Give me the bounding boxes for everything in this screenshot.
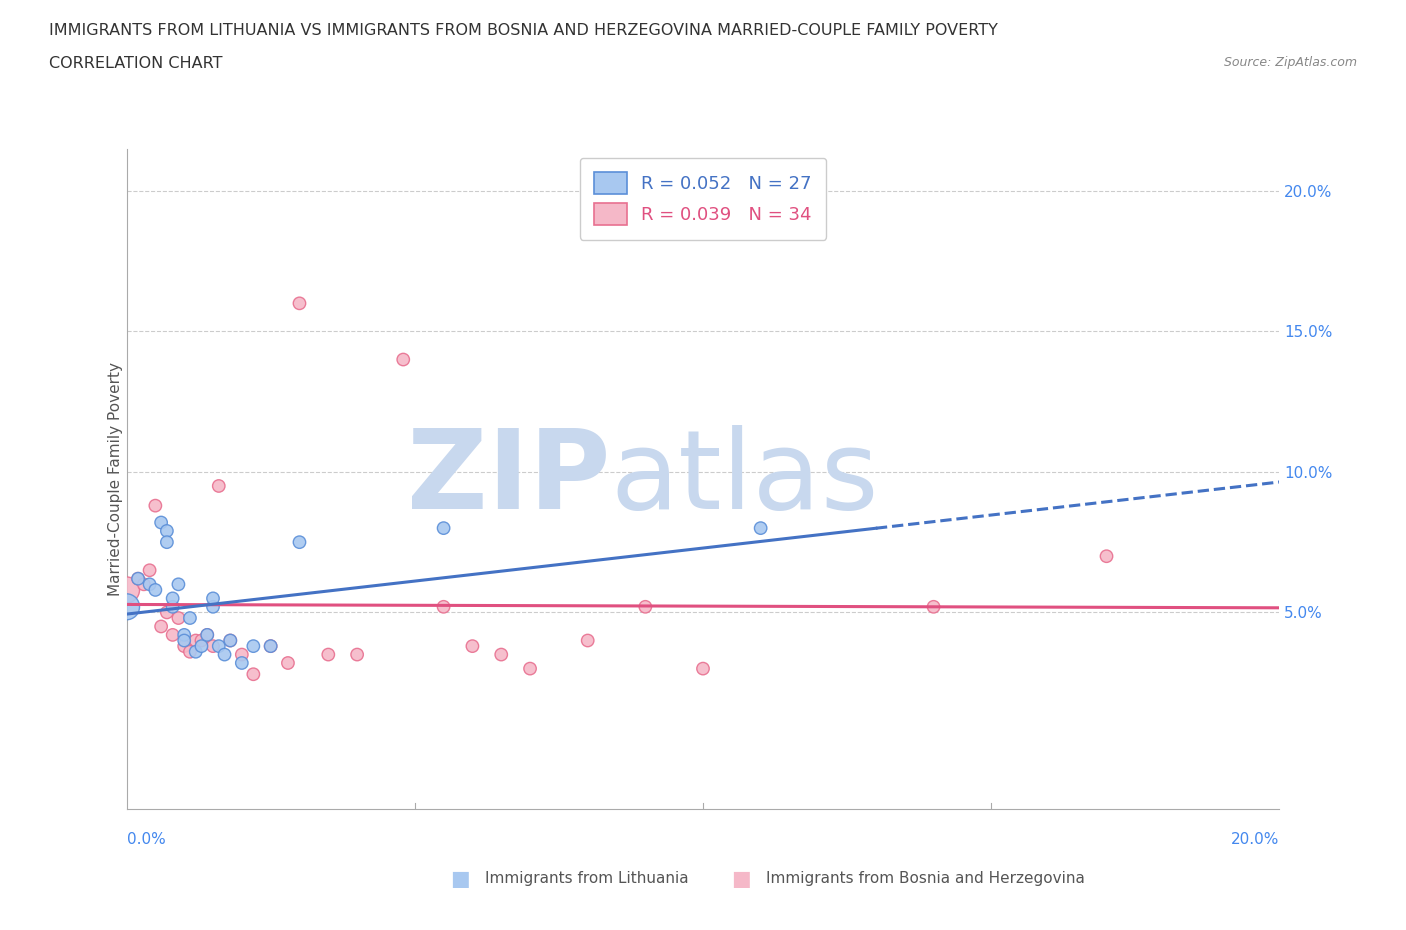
Point	[173, 639, 195, 654]
Point	[202, 639, 225, 654]
Point	[219, 633, 242, 648]
Point	[749, 521, 772, 536]
Text: ■: ■	[731, 869, 751, 889]
Point	[1095, 549, 1118, 564]
Point	[150, 515, 173, 530]
Point	[150, 619, 173, 634]
Point	[576, 633, 599, 648]
Text: 20.0%: 20.0%	[1232, 832, 1279, 847]
Point	[195, 628, 218, 643]
Point	[318, 647, 340, 662]
Point	[202, 599, 225, 614]
Point	[156, 535, 179, 550]
Point	[138, 563, 160, 578]
Point	[259, 639, 281, 654]
Point	[138, 577, 160, 591]
Point	[145, 498, 166, 513]
Point	[277, 656, 299, 671]
Text: Source: ZipAtlas.com: Source: ZipAtlas.com	[1223, 56, 1357, 69]
Text: Immigrants from Bosnia and Herzegovina: Immigrants from Bosnia and Herzegovina	[766, 871, 1085, 886]
Point	[145, 582, 166, 597]
Point	[132, 577, 155, 591]
Point	[214, 647, 236, 662]
Point	[167, 611, 190, 626]
Text: Immigrants from Lithuania: Immigrants from Lithuania	[485, 871, 689, 886]
Point	[190, 639, 212, 654]
Point	[392, 352, 415, 367]
Point	[259, 639, 281, 654]
Point	[519, 661, 541, 676]
Point	[433, 521, 456, 536]
Point	[242, 667, 264, 682]
Point	[208, 639, 231, 654]
Point	[179, 611, 201, 626]
Point	[634, 599, 657, 614]
Point	[692, 661, 714, 676]
Point	[156, 605, 179, 620]
Legend: R = 0.052   N = 27, R = 0.039   N = 34: R = 0.052 N = 27, R = 0.039 N = 34	[579, 158, 827, 240]
Point	[127, 571, 149, 586]
Point	[433, 599, 456, 614]
Point	[184, 644, 207, 659]
Y-axis label: Married-Couple Family Poverty: Married-Couple Family Poverty	[108, 362, 122, 596]
Point	[242, 639, 264, 654]
Point	[288, 535, 311, 550]
Point	[346, 647, 368, 662]
Point	[195, 628, 218, 643]
Point	[115, 582, 138, 597]
Text: 0.0%: 0.0%	[127, 832, 166, 847]
Point	[162, 628, 184, 643]
Text: IMMIGRANTS FROM LITHUANIA VS IMMIGRANTS FROM BOSNIA AND HERZEGOVINA MARRIED-COUP: IMMIGRANTS FROM LITHUANIA VS IMMIGRANTS …	[49, 23, 998, 38]
Point	[231, 647, 253, 662]
Point	[156, 524, 179, 538]
Point	[922, 599, 945, 614]
Point	[184, 633, 207, 648]
Point	[127, 571, 149, 586]
Point	[179, 644, 201, 659]
Text: CORRELATION CHART: CORRELATION CHART	[49, 56, 222, 71]
Point	[115, 599, 138, 614]
Point	[208, 479, 231, 494]
Point	[162, 591, 184, 605]
Point	[231, 656, 253, 671]
Point	[219, 633, 242, 648]
Text: ■: ■	[450, 869, 470, 889]
Point	[173, 633, 195, 648]
Point	[162, 599, 184, 614]
Point	[288, 296, 311, 311]
Text: ZIP: ZIP	[408, 425, 610, 533]
Text: atlas: atlas	[610, 425, 879, 533]
Point	[489, 647, 512, 662]
Point	[202, 591, 225, 605]
Point	[173, 628, 195, 643]
Point	[167, 577, 190, 591]
Point	[461, 639, 484, 654]
Point	[190, 633, 212, 648]
